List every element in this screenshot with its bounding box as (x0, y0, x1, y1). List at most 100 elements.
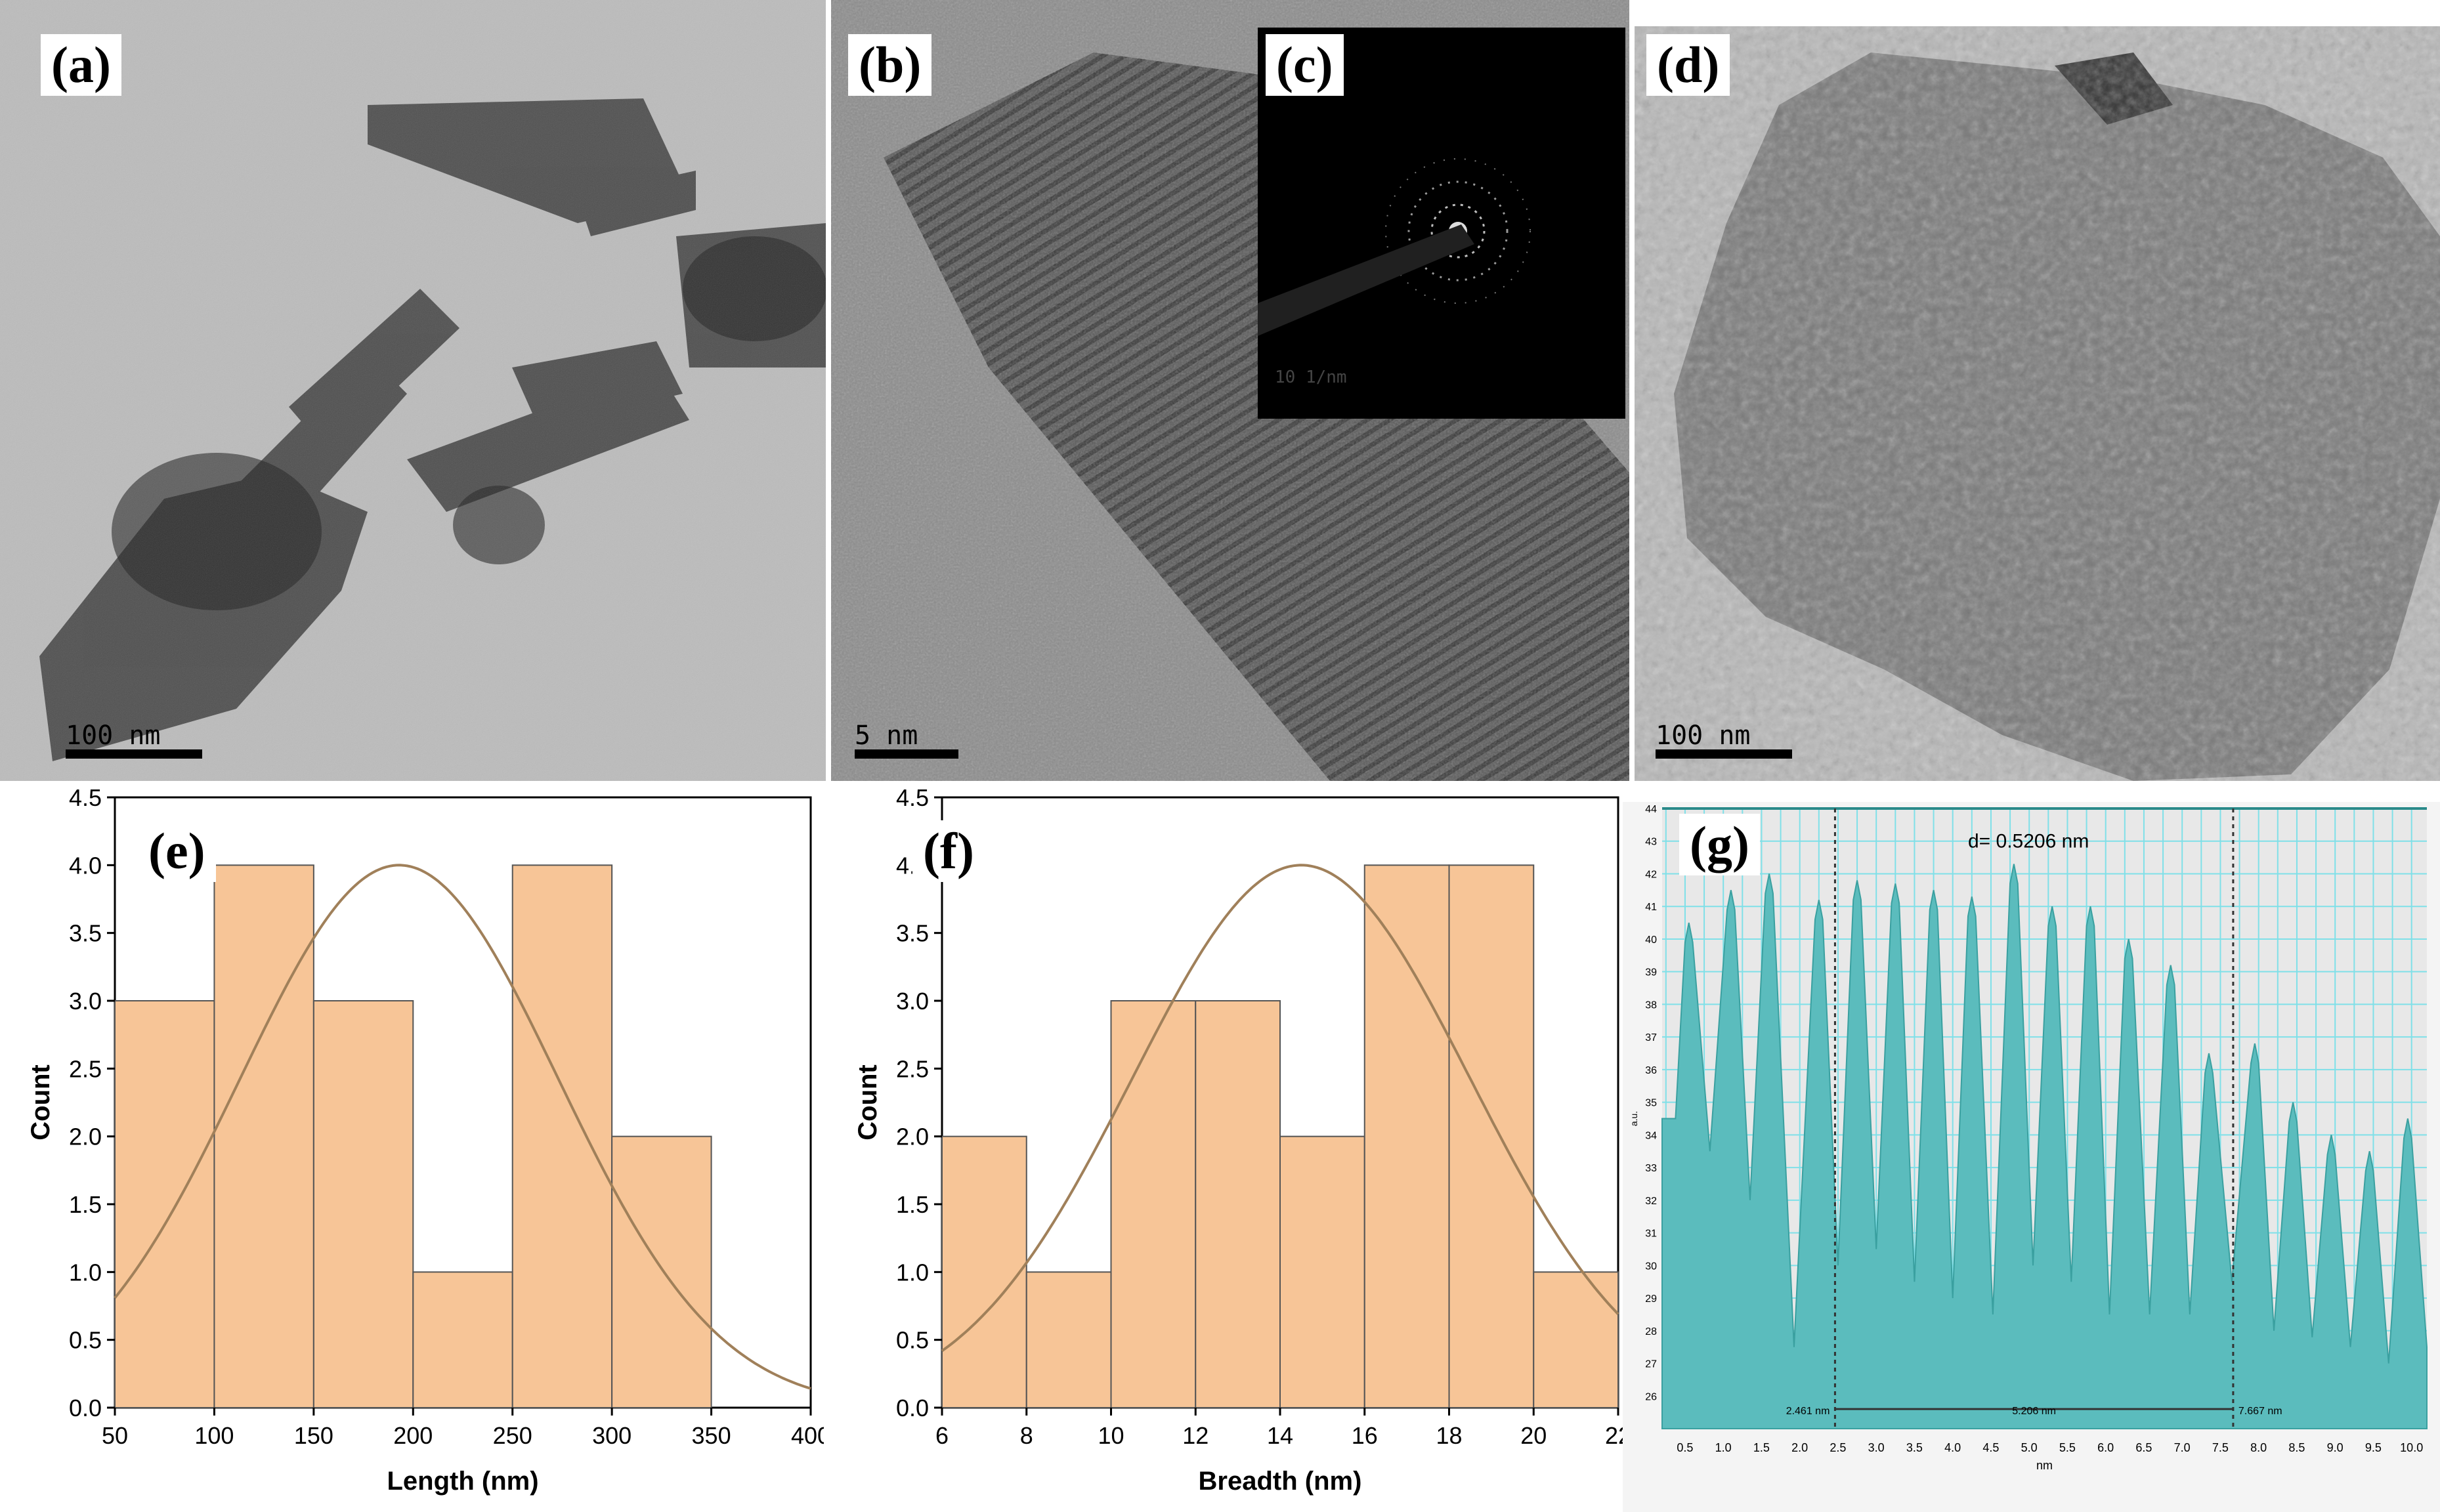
marker-end-label: 7.667 nm (2238, 1406, 2282, 1417)
y-tick-label: 40 (1645, 934, 1657, 946)
y-tick-label: 33 (1645, 1163, 1657, 1174)
x-tick-label: 16 (1352, 1422, 1378, 1449)
histogram-length-chart: 0.0 0.5 1.0 1.5 2.0 2.5 3.0 3.5 4.0 4.5 50 100 150 20… (26, 788, 824, 1496)
histogram-breadth-chart: 0.00.51.01.52.02.53.03.54.04.56810121416… (853, 788, 1631, 1496)
x-tick-label: 0.5 (1677, 1441, 1693, 1454)
y-tick-label: 4.5 (69, 788, 102, 811)
x-tick-label: 250 (493, 1422, 532, 1449)
x-tick-label: 3.0 (1868, 1441, 1885, 1454)
y-axis-title: Count (853, 1064, 882, 1141)
x-tick-label: 7.5 (2212, 1441, 2229, 1454)
y-tick-label: 2.5 (896, 1055, 929, 1082)
x-tick-label: 6.0 (2097, 1441, 2114, 1454)
x-tick-label: 6 (935, 1422, 949, 1449)
x-tick-label: 20 (1520, 1422, 1547, 1449)
scalebar-b (855, 749, 958, 759)
y-tick-label: 35 (1645, 1098, 1657, 1109)
y-tick-label: 26 (1645, 1391, 1657, 1402)
intensity-profile-area (1661, 864, 2428, 1429)
y-tick-label: 29 (1645, 1293, 1657, 1305)
y-axis-title: a.u. (1629, 1111, 1639, 1126)
panel-label-g: (g) (1679, 814, 1760, 875)
y-tick-label: 32 (1645, 1196, 1657, 1207)
y-tick-label: 1.0 (896, 1259, 929, 1286)
x-tick-label: 18 (1436, 1422, 1462, 1449)
histogram-bar (1279, 1135, 1365, 1409)
scalebar-label-a: 100 nm (66, 721, 161, 751)
x-tick-label: 10 (1098, 1422, 1124, 1449)
histogram-bar (941, 1135, 1027, 1409)
y-tick-label: 2.0 (69, 1124, 102, 1150)
y-tick-label: 1.0 (69, 1259, 102, 1286)
x-tick-label: 9.5 (2365, 1441, 2382, 1454)
y-axis-title: Count (26, 1064, 55, 1141)
histogram-bar (511, 864, 613, 1409)
line-profile-chart: 2.461 nm 5.206 nm 7.667 nm d= 0.5206 nm 0.5 1… (1623, 802, 2440, 1512)
y-tick-label: 2.0 (896, 1124, 929, 1150)
x-tick-label: 10.0 (2400, 1441, 2423, 1454)
y-tick-label: 34 (1645, 1130, 1657, 1141)
scalebar-label-c: 10 1/nm (1275, 368, 1347, 387)
saed-pattern-graphic (1258, 158, 1531, 336)
y-tick-label: 3.0 (896, 988, 929, 1015)
panel-label-c: (c) (1266, 34, 1344, 96)
x-tick-label: 2.5 (1830, 1441, 1846, 1454)
histogram-bar (611, 1135, 712, 1409)
tem-image-a: (a) 100 nm (0, 0, 826, 781)
x-tick-label: 100 (194, 1422, 234, 1449)
y-tick-label: 44 (1645, 804, 1657, 815)
histogram-bar (1025, 1271, 1112, 1408)
panel-label-d: (d) (1646, 34, 1730, 96)
marker-span-label: 5.206 nm (2012, 1406, 2056, 1417)
y-tick-label: 0.5 (896, 1327, 929, 1354)
histogram-bar (1195, 1000, 1281, 1408)
x-tick-label: 14 (1267, 1422, 1293, 1449)
y-tick-label: 37 (1645, 1032, 1657, 1043)
tem-image-a-graphic (0, 0, 826, 781)
x-axis-title: nm (2036, 1459, 2053, 1472)
panel-label-e: (e) (138, 820, 216, 882)
scalebar-label-d: 100 nm (1656, 721, 1751, 751)
y-tick-label: 38 (1645, 999, 1657, 1011)
x-tick-label: 8.5 (2288, 1441, 2305, 1454)
histogram-bar (1533, 1271, 1619, 1408)
y-tick-label: 4.5 (896, 788, 929, 811)
histogram-bar (312, 1000, 414, 1408)
x-tick-label: 300 (592, 1422, 631, 1449)
x-tick-label: 7.0 (2174, 1441, 2191, 1454)
histogram-bar (1110, 1000, 1197, 1408)
tem-image-d-graphic (1635, 26, 2440, 781)
x-tick-label: 12 (1182, 1422, 1209, 1449)
tem-image-b-graphic (831, 0, 1629, 781)
histogram-bar (412, 1271, 513, 1408)
gaussian-fit-curve (941, 864, 1619, 1353)
y-tick-label: 3.0 (69, 988, 102, 1015)
scalebar-label-b: 5 nm (855, 721, 918, 751)
d-spacing-annotation: d= 0.5206 nm (1968, 831, 2089, 852)
histogram-bar (213, 864, 314, 1409)
tem-image-d: (d) 100 nm (1635, 26, 2440, 781)
x-tick-label: 5.0 (2021, 1441, 2038, 1454)
x-tick-label: 3.5 (1906, 1441, 1923, 1454)
y-tick-label: 30 (1645, 1261, 1657, 1272)
scalebar-d (1656, 749, 1792, 759)
x-tick-label: 1.0 (1715, 1441, 1732, 1454)
x-tick-label: 50 (102, 1422, 128, 1449)
y-tick-label: 27 (1645, 1359, 1657, 1370)
y-tick-label: 36 (1645, 1065, 1657, 1076)
histogram-bar (1363, 864, 1450, 1409)
histogram-bar (1448, 864, 1535, 1409)
y-tick-label: 2.5 (69, 1055, 102, 1082)
y-tick-label: 42 (1645, 869, 1657, 880)
panel-label-a: (a) (41, 34, 121, 96)
y-tick-label: 0.0 (896, 1395, 929, 1421)
x-tick-label: 4.5 (1982, 1441, 1999, 1454)
x-tick-label: 8.0 (2250, 1441, 2267, 1454)
y-tick-label: 3.5 (896, 920, 929, 947)
x-tick-label: 1.5 (1753, 1441, 1770, 1454)
x-tick-label: 200 (393, 1422, 433, 1449)
saed-inset-c: (c) 10 1/nm (1258, 28, 1625, 419)
scalebar-a (66, 749, 202, 759)
marker-start-label: 2.461 nm (1786, 1406, 1830, 1417)
panel-label-b: (b) (848, 34, 932, 96)
